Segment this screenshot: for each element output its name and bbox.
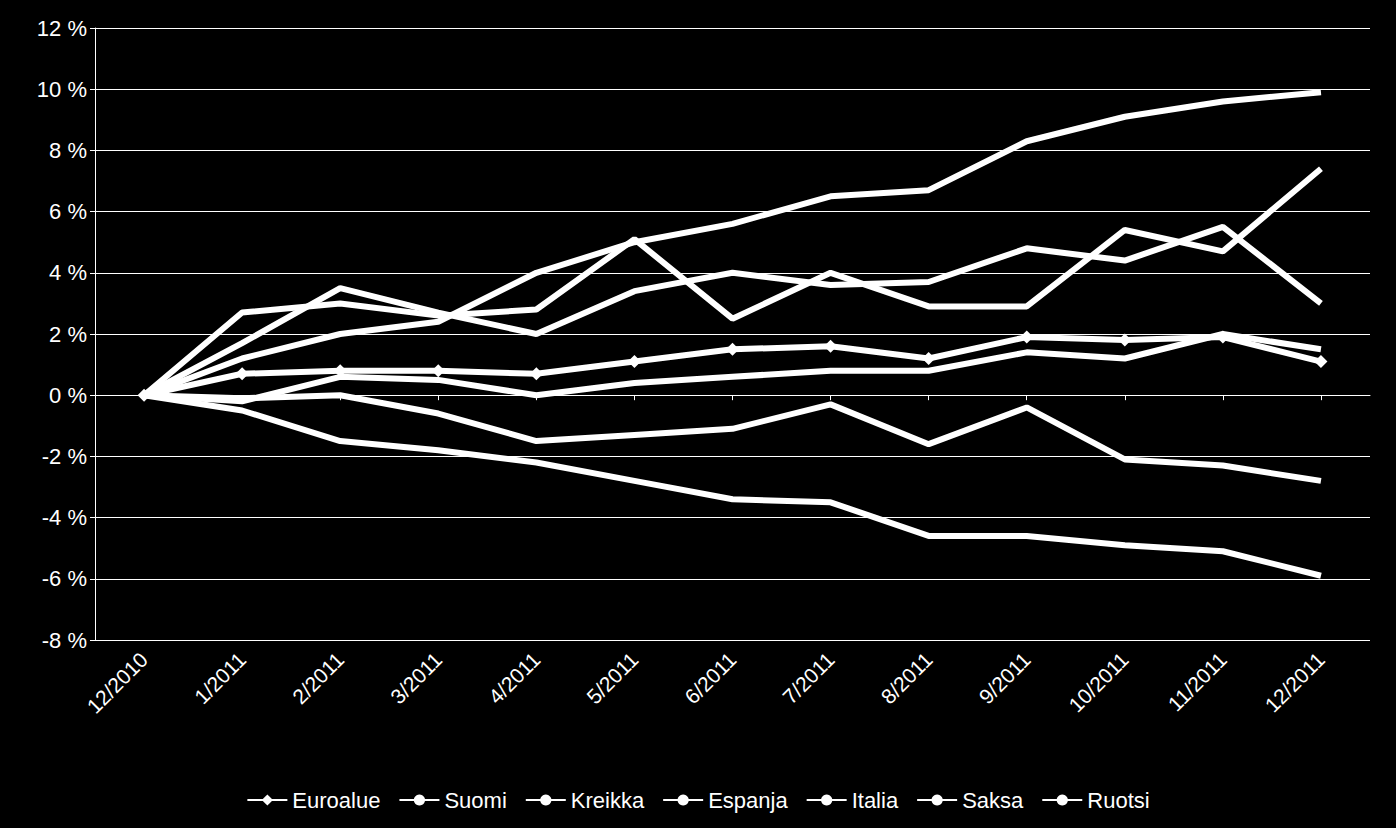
svg-text:8/2011: 8/2011 — [876, 648, 937, 709]
svg-text:10/2011: 10/2011 — [1064, 648, 1133, 717]
svg-text:4/2011: 4/2011 — [484, 648, 545, 709]
svg-text:Ruotsi: Ruotsi — [1087, 788, 1149, 813]
svg-text:6 %: 6 % — [49, 199, 87, 224]
svg-text:-4 %: -4 % — [42, 505, 87, 530]
svg-text:9/2011: 9/2011 — [974, 648, 1035, 709]
svg-text:11/2011: 11/2011 — [1163, 648, 1231, 716]
svg-text:2 %: 2 % — [49, 322, 87, 347]
svg-text:Espanja: Espanja — [708, 788, 788, 813]
svg-text:1/2011: 1/2011 — [190, 648, 251, 709]
svg-text:-2 %: -2 % — [42, 444, 87, 469]
svg-text:Saksa: Saksa — [962, 788, 1024, 813]
svg-text:8 %: 8 % — [49, 138, 87, 163]
svg-text:5/2011: 5/2011 — [582, 648, 643, 709]
svg-text:-6 %: -6 % — [42, 566, 87, 591]
svg-text:7/2011: 7/2011 — [778, 648, 839, 709]
svg-text:Italia: Italia — [852, 788, 899, 813]
svg-text:-8 %: -8 % — [42, 628, 87, 653]
svg-text:Suomi: Suomi — [444, 788, 506, 813]
svg-text:6/2011: 6/2011 — [680, 648, 741, 709]
svg-text:12/2011: 12/2011 — [1260, 648, 1329, 717]
svg-text:2/2011: 2/2011 — [288, 648, 349, 709]
svg-text:4 %: 4 % — [49, 260, 87, 285]
svg-text:0 %: 0 % — [49, 383, 87, 408]
svg-text:Euroalue: Euroalue — [292, 788, 380, 813]
svg-text:Kreikka: Kreikka — [571, 788, 645, 813]
svg-text:12/2010: 12/2010 — [82, 648, 152, 718]
svg-text:3/2011: 3/2011 — [386, 648, 447, 709]
svg-text:12 %: 12 % — [37, 16, 87, 41]
svg-text:10 %: 10 % — [37, 77, 87, 102]
